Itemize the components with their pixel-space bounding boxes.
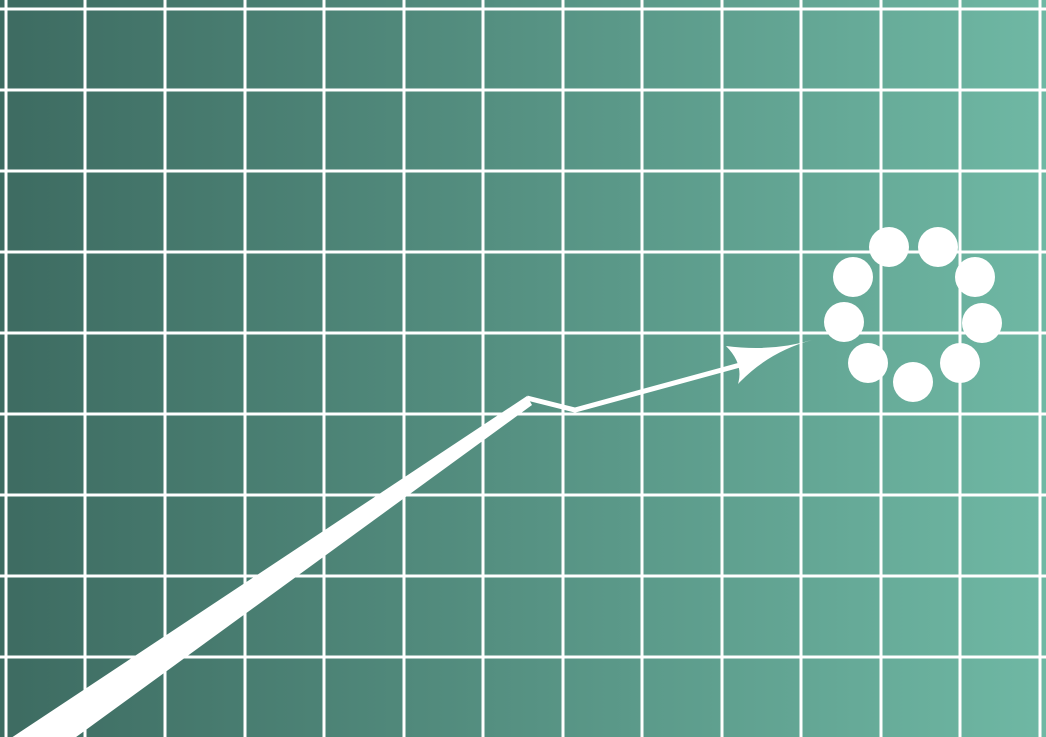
spinner-dot [918,227,958,267]
spinner-dot [962,303,1002,343]
spinner-dot [869,227,909,267]
trend-arrow-head [726,340,812,384]
trend-arrow-shaft [12,396,532,737]
loading-spinner-icon [824,227,1002,402]
trend-arrow-icon [12,340,812,737]
spinner-dot [833,257,873,297]
spinner-dot [848,343,888,383]
spinner-dot [955,257,995,297]
spinner-dot [893,362,933,402]
spinner-dot [824,302,864,342]
trend-arrow-zigzag [526,362,741,413]
spinner-dot [940,343,980,383]
